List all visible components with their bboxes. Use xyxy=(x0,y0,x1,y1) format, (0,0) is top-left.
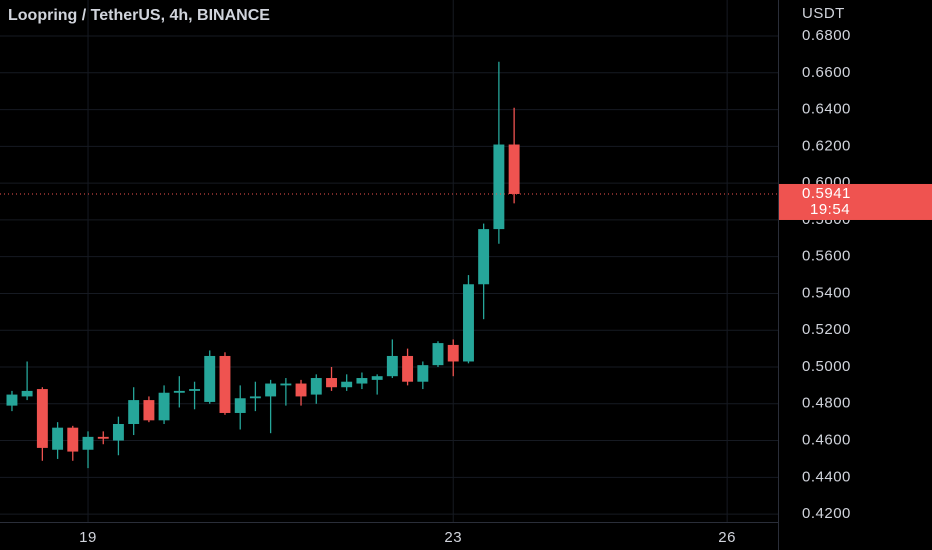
candle-body xyxy=(6,394,18,406)
candle-body xyxy=(280,383,292,386)
y-tick-label: 0.4400 xyxy=(802,468,851,485)
countdown-label: 19:54 xyxy=(810,201,850,218)
candle-body xyxy=(143,400,155,421)
candle-body xyxy=(402,355,414,382)
candle-body xyxy=(432,343,444,366)
candle-body xyxy=(508,144,520,194)
y-axis-label: USDT xyxy=(802,5,845,22)
candle-body xyxy=(219,355,231,413)
x-tick-label: 26 xyxy=(718,529,736,546)
y-tick-label: 0.5600 xyxy=(802,248,851,265)
last-price-label: 0.5941 xyxy=(802,185,851,202)
candle-body xyxy=(417,365,429,382)
y-tick-label: 0.6800 xyxy=(802,27,851,44)
candle-body xyxy=(97,436,109,439)
candle-body xyxy=(478,229,490,285)
candle-body xyxy=(52,427,64,450)
candle-body xyxy=(36,389,48,448)
candle-body xyxy=(158,392,170,421)
y-tick-label: 0.5000 xyxy=(802,358,851,375)
chart-title: Loopring / TetherUS, 4h, BINANCE xyxy=(8,7,270,24)
candle-body xyxy=(326,378,337,388)
candle-body xyxy=(234,398,246,413)
y-tick-label: 0.6400 xyxy=(802,101,851,118)
y-tick-label: 0.6200 xyxy=(802,137,851,154)
x-tick-label: 23 xyxy=(444,529,462,546)
candle-body xyxy=(265,383,277,397)
candle-body xyxy=(67,427,79,452)
y-tick-label: 0.4800 xyxy=(802,395,851,412)
candle-body xyxy=(341,381,353,388)
y-tick-label: 0.5200 xyxy=(802,321,851,338)
candle-body xyxy=(204,355,216,402)
candle-body xyxy=(128,400,140,424)
candle-body xyxy=(82,436,94,450)
candle-body xyxy=(295,383,307,397)
candle-body xyxy=(249,396,261,399)
candle-body xyxy=(447,344,459,362)
candle-body xyxy=(112,423,124,441)
candle-body xyxy=(463,284,474,362)
x-tick-label: 19 xyxy=(79,529,97,546)
candle-body xyxy=(189,389,201,391)
candle-body xyxy=(386,355,398,377)
y-tick-label: 0.6600 xyxy=(802,64,851,81)
candle-body xyxy=(356,378,368,384)
candle-body xyxy=(493,144,505,230)
candle-body xyxy=(173,390,185,393)
candle-body xyxy=(371,376,383,380)
y-tick-label: 0.5400 xyxy=(802,284,851,301)
y-tick-label: 0.4600 xyxy=(802,432,851,449)
candle-body xyxy=(21,390,33,397)
last-price-box xyxy=(779,183,932,220)
y-tick-label: 0.4200 xyxy=(802,505,851,522)
candle-body xyxy=(310,378,322,395)
